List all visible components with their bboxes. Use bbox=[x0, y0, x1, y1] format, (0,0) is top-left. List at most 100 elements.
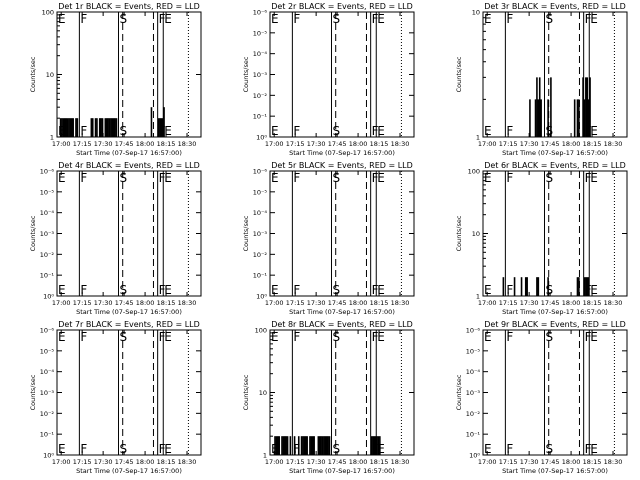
y-tick-label: 10⁻⁴ bbox=[40, 209, 55, 217]
x-tick-label: 17:15 bbox=[73, 140, 92, 148]
plot-frame bbox=[482, 11, 628, 138]
marker-label-top: S bbox=[333, 171, 341, 185]
detector-plot-1: Det 1r BLACK = Events, RED = LLD Counts/s… bbox=[29, 2, 202, 157]
event-bar bbox=[529, 99, 531, 137]
detector-plot-6: Det 6r BLACK = Events, RED = LLD Counts/s… bbox=[455, 161, 628, 316]
detector-plot-2: Det 2r BLACK = Events, RED = LLD Counts/s… bbox=[242, 2, 415, 157]
marker-label-top: S bbox=[333, 330, 341, 344]
y-axis-label: Counts/sec bbox=[455, 215, 463, 251]
x-axis-label: Start Time (07-Sep-17 16:57:00) bbox=[76, 149, 182, 157]
detector-plot-7: Det 7r BLACK = Events, RED = LLD Counts/s… bbox=[29, 320, 202, 475]
event-bar bbox=[328, 436, 331, 455]
event-bar bbox=[526, 277, 528, 296]
event-bar bbox=[586, 77, 589, 137]
marker-label-bottom: F bbox=[293, 283, 300, 297]
marker-label-top: F bbox=[585, 12, 592, 26]
event-bar bbox=[283, 436, 286, 455]
marker-label-bottom: E bbox=[271, 283, 279, 297]
event-bar bbox=[150, 107, 153, 137]
marker-label-bottom: F bbox=[80, 283, 87, 297]
x-tick-label: 18:15 bbox=[370, 458, 389, 466]
y-tick-label: 10⁰ bbox=[256, 293, 267, 301]
event-bar bbox=[275, 436, 278, 455]
x-tick-label: 17:45 bbox=[541, 458, 560, 466]
x-tick-label: 17:45 bbox=[115, 140, 134, 148]
event-bar bbox=[310, 436, 313, 455]
marker-label-bottom: F bbox=[506, 283, 513, 297]
marker-label-top: S bbox=[333, 12, 341, 26]
event-bar bbox=[75, 118, 77, 137]
y-tick-label: 10⁻⁴ bbox=[253, 50, 268, 58]
x-axis-label: Start Time (07-Sep-17 16:57:00) bbox=[289, 308, 395, 316]
x-tick-label: 18:00 bbox=[136, 458, 155, 466]
marker-label-bottom: S bbox=[546, 124, 554, 138]
event-bar bbox=[157, 118, 160, 137]
marker-label-top: S bbox=[120, 171, 128, 185]
marker-label-top: E bbox=[484, 330, 492, 344]
marker-label-top: F bbox=[372, 330, 379, 344]
y-tick-label: 1 bbox=[50, 134, 54, 142]
y-tick-label: 10⁻² bbox=[40, 251, 55, 259]
event-bar bbox=[96, 118, 98, 137]
marker-label-top: F bbox=[372, 171, 379, 185]
event-bar bbox=[536, 277, 538, 296]
x-tick-label: 17:15 bbox=[73, 299, 92, 307]
event-bar bbox=[304, 436, 307, 455]
marker-label-bottom: E bbox=[271, 124, 279, 138]
plot-frame bbox=[269, 170, 415, 297]
y-tick-label: 10⁻⁶ bbox=[40, 327, 55, 335]
y-tick-label: 100 bbox=[255, 327, 267, 335]
y-tick-label: 10⁻⁶ bbox=[40, 168, 55, 176]
x-tick-label: 17:45 bbox=[328, 299, 347, 307]
marker-label-top: F bbox=[80, 12, 87, 26]
event-bar bbox=[276, 436, 279, 455]
x-tick-label: 17:15 bbox=[499, 299, 518, 307]
y-tick-label: 10⁻⁵ bbox=[40, 347, 55, 355]
detector-plot-5: Det 5r BLACK = Events, RED = LLD Counts/s… bbox=[242, 161, 415, 316]
y-axis-label: Counts/sec bbox=[29, 374, 37, 410]
y-tick-label: 10⁻¹ bbox=[40, 431, 55, 439]
x-tick-label: 18:30 bbox=[178, 140, 197, 148]
marker-label-top: E bbox=[271, 330, 279, 344]
marker-label-bottom: E bbox=[484, 283, 492, 297]
event-bar bbox=[583, 99, 586, 137]
event-bar bbox=[297, 436, 300, 455]
marker-label-bottom: S bbox=[333, 442, 341, 456]
event-bar bbox=[379, 436, 381, 455]
x-tick-label: 18:00 bbox=[136, 299, 155, 307]
event-bar bbox=[309, 436, 311, 455]
y-tick-label: 10⁻² bbox=[253, 251, 268, 259]
event-bar bbox=[293, 436, 296, 455]
y-tick-label: 10⁻² bbox=[40, 410, 55, 418]
x-tick-label: 18:30 bbox=[391, 458, 410, 466]
event-bar bbox=[313, 436, 315, 455]
event-bar bbox=[377, 436, 380, 455]
x-tick-label: 18:00 bbox=[562, 140, 581, 148]
detector-plot-3: Det 3r BLACK = Events, RED = LLD Counts/s… bbox=[455, 2, 628, 157]
event-bar bbox=[318, 436, 321, 455]
event-bar bbox=[98, 118, 101, 137]
event-bar bbox=[63, 118, 66, 137]
event-bar bbox=[576, 99, 579, 137]
marker-label-top: E bbox=[271, 171, 279, 185]
plot-title: Det 8r BLACK = Events, RED = LLD bbox=[271, 320, 413, 329]
event-bar bbox=[589, 77, 591, 137]
x-tick-label: 17:00 bbox=[478, 140, 497, 148]
y-tick-label: 10⁻⁴ bbox=[40, 368, 55, 376]
y-tick-label: 10⁰ bbox=[256, 134, 267, 142]
plot-frame bbox=[482, 170, 628, 297]
x-tick-label: 18:15 bbox=[583, 458, 602, 466]
event-bar bbox=[327, 436, 329, 455]
event-bar bbox=[576, 277, 579, 296]
y-tick-label: 10⁻² bbox=[466, 410, 481, 418]
marker-label-bottom: F bbox=[159, 283, 166, 297]
y-tick-label: 10⁻⁴ bbox=[466, 368, 481, 376]
x-tick-label: 17:15 bbox=[286, 140, 305, 148]
x-tick-label: 18:30 bbox=[178, 299, 197, 307]
y-tick-label: 10⁻³ bbox=[40, 230, 55, 238]
marker-label-bottom: S bbox=[333, 283, 341, 297]
marker-label-bottom: S bbox=[120, 442, 128, 456]
y-tick-label: 10⁻¹ bbox=[253, 272, 268, 280]
y-tick-label: 10⁻⁴ bbox=[253, 209, 268, 217]
detector-plot-9: Det 9r BLACK = Events, RED = LLD Counts/s… bbox=[455, 320, 628, 475]
